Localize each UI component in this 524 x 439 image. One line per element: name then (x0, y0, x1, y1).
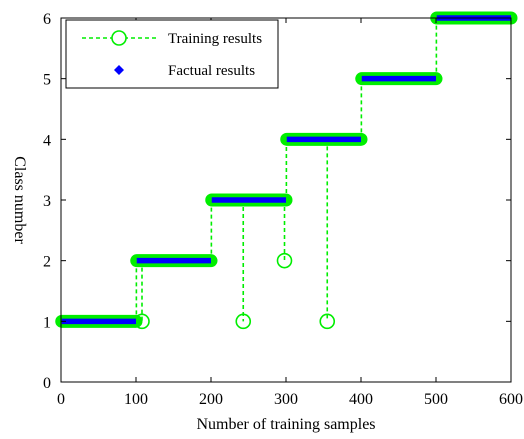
y-tick-label: 1 (43, 314, 51, 331)
x-tick-label: 300 (274, 391, 298, 408)
x-axis-label: Number of training samples (196, 416, 375, 433)
x-tick-label: 100 (124, 391, 148, 408)
legend: Training results Factual results (65, 19, 279, 89)
x-tick-label: 500 (424, 391, 448, 408)
x-tick-label: 400 (349, 391, 373, 408)
legend-training-label: Training results (168, 31, 262, 47)
legend-box (65, 19, 279, 89)
x-tick-label: 0 (57, 391, 65, 408)
training-error-point (276, 252, 293, 269)
training-error-point (319, 313, 336, 330)
y-tick-label: 6 (43, 11, 51, 28)
y-axis-label: Class number (11, 156, 28, 244)
training-error-point (235, 313, 252, 330)
x-tick-label: 600 (499, 391, 523, 408)
legend-training-marker (111, 30, 127, 46)
y-tick-label: 2 (43, 254, 51, 271)
axis-ticks: 0 100 200 300 400 500 600 0 1 2 3 4 5 6 (43, 11, 523, 408)
legend-factual-marker (114, 65, 124, 75)
y-tick-label: 0 (43, 375, 51, 392)
legend-factual-label: Factual results (168, 63, 255, 79)
y-tick-label: 3 (43, 193, 51, 210)
y-tick-label: 5 (43, 72, 51, 89)
x-tick-label: 200 (199, 391, 223, 408)
y-tick-label: 4 (43, 132, 51, 149)
